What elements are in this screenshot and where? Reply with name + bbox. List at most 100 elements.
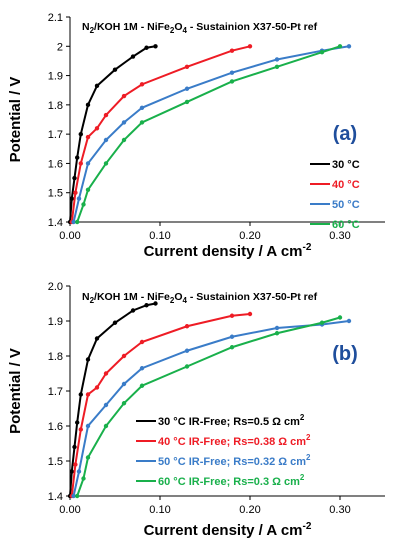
data-point xyxy=(229,334,235,339)
y-tick-label: 1.8 xyxy=(48,351,63,363)
data-point xyxy=(139,339,145,345)
data-point xyxy=(75,420,80,425)
data-point xyxy=(184,86,190,91)
y-tick-label: 1.5 xyxy=(48,188,63,200)
data-point xyxy=(346,44,352,49)
data-point xyxy=(73,462,78,467)
x-tick-label: 0.20 xyxy=(239,504,260,516)
y-tick-label: 1.9 xyxy=(48,71,63,83)
y-tick-label: 1.4 xyxy=(48,491,63,503)
data-point xyxy=(75,493,80,499)
x-tick-label: 0.20 xyxy=(239,230,260,242)
data-point xyxy=(85,392,91,397)
data-point xyxy=(85,134,91,140)
x-tick-label: 0.00 xyxy=(59,504,80,516)
data-point xyxy=(103,371,109,376)
data-point xyxy=(75,155,80,160)
series-line xyxy=(72,320,350,497)
y-tick-label: 1.9 xyxy=(48,316,63,328)
data-point xyxy=(71,493,76,499)
data-point xyxy=(78,427,84,432)
data-point xyxy=(319,49,325,55)
data-point xyxy=(139,120,145,125)
y-tick-label: 1.7 xyxy=(48,129,63,141)
y-axis-label: Potential / V xyxy=(7,77,24,163)
data-point xyxy=(130,54,136,59)
series-line xyxy=(76,45,341,223)
data-point xyxy=(139,105,145,110)
data-point xyxy=(85,423,91,429)
series-line xyxy=(70,313,251,497)
chart-title: N2/KOH 1M - NiFe2O4 - Sustainion X37-50-… xyxy=(82,21,318,35)
series-line xyxy=(72,45,350,223)
data-point xyxy=(94,385,100,390)
data-point xyxy=(144,45,149,50)
data-point xyxy=(85,102,91,108)
data-point xyxy=(81,202,86,207)
legend-entry: 60 °C IR-Free; Rs=0.3 Ω cm2 xyxy=(158,473,305,488)
data-point xyxy=(121,120,127,125)
legend-entry: 60 °C xyxy=(332,219,360,231)
data-point xyxy=(94,336,100,341)
data-point xyxy=(81,476,86,481)
data-point xyxy=(229,48,235,53)
data-point xyxy=(121,381,127,387)
data-point xyxy=(76,469,82,474)
y-tick-label: 1.6 xyxy=(48,421,63,433)
data-point xyxy=(184,64,190,69)
chart-panel-a: 1.4 1.5 1.6 1.7 1.8 1.9 2 2.1 0.00 0.10 0.20 0.30 Cu… xyxy=(7,12,385,260)
data-point xyxy=(69,196,75,201)
data-point xyxy=(337,315,343,320)
legend-entry: 50 °C IR-Free; Rs=0.32 Ω cm2 xyxy=(158,453,311,468)
data-point xyxy=(76,196,82,201)
data-point xyxy=(153,301,158,306)
data-point xyxy=(130,308,136,313)
data-point xyxy=(85,161,91,166)
data-point xyxy=(103,137,109,143)
legend-entry: 30 °C IR-Free; Rs=0.5 Ω cm2 xyxy=(158,413,305,428)
data-point xyxy=(184,99,190,105)
data-point xyxy=(229,79,235,84)
data-point xyxy=(103,161,109,166)
data-point xyxy=(121,353,127,359)
data-point xyxy=(337,44,343,49)
y-tick-label: 1.5 xyxy=(48,456,63,468)
data-point xyxy=(85,187,91,192)
y-tick-label: 2 xyxy=(57,41,63,53)
x-tick-label: 0.30 xyxy=(329,504,350,516)
data-point xyxy=(139,383,145,388)
data-point xyxy=(75,219,80,225)
data-point xyxy=(346,318,352,324)
panel-label: (b) xyxy=(332,343,358,365)
data-point xyxy=(184,364,190,369)
data-point xyxy=(112,67,118,72)
series-line xyxy=(69,302,156,497)
data-point xyxy=(69,469,75,474)
x-tick-label: 0.30 xyxy=(329,230,350,242)
series-line xyxy=(70,45,251,223)
data-point xyxy=(78,392,84,397)
data-point xyxy=(94,83,100,89)
data-point xyxy=(153,44,158,49)
y-tick-label: 1.8 xyxy=(48,100,63,112)
data-point xyxy=(139,366,145,371)
data-point xyxy=(78,161,84,166)
data-point xyxy=(121,401,127,406)
data-point xyxy=(71,219,76,225)
data-point xyxy=(274,331,280,336)
legend-entry: 40 °C xyxy=(332,179,360,191)
data-point xyxy=(247,311,253,317)
x-axis-label: Current density / A cm-2 xyxy=(144,242,312,260)
data-point xyxy=(121,93,127,99)
y-tick-label: 1.7 xyxy=(48,386,63,398)
data-point xyxy=(85,357,91,362)
data-point xyxy=(229,70,235,75)
x-tick-label: 0.10 xyxy=(149,504,170,516)
chart-title: N2/KOH 1M - NiFe2O4 - Sustainion X37-50-… xyxy=(82,291,318,305)
data-point xyxy=(229,345,235,350)
data-point xyxy=(72,444,77,450)
data-point xyxy=(103,402,109,408)
data-point xyxy=(78,131,84,137)
y-tick-label: 1.6 xyxy=(48,158,63,170)
